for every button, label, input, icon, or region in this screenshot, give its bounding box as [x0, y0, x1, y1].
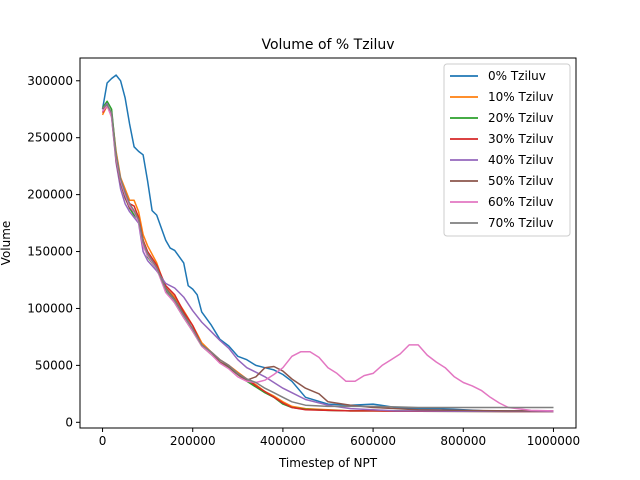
x-axis-label: Timestep of NPT [278, 456, 378, 470]
series-line-7 [102, 103, 554, 409]
series-line-5 [102, 105, 554, 412]
y-tick-label-2: 100000 [27, 301, 73, 315]
x-tick-label-3: 600000 [350, 434, 396, 448]
y-tick-label-1: 50000 [35, 358, 73, 372]
y-tick-label-6: 300000 [27, 74, 73, 88]
series-line-4 [101, 102, 554, 413]
x-tick-label-1: 200000 [170, 434, 216, 448]
x-tick-label-4: 800000 [440, 434, 486, 448]
legend-label-1: 10% Tziluv [488, 90, 554, 104]
legend-label-0: 0% Tziluv [488, 69, 546, 83]
chart-title: Volume of % Tziluv [261, 37, 394, 53]
x-tick-label-0: 0 [99, 434, 107, 448]
legend-label-2: 20% Tziluv [488, 111, 554, 125]
y-tick-label-3: 150000 [27, 245, 73, 259]
legend-label-5: 50% Tziluv [488, 174, 554, 188]
x-tick-label-2: 400000 [260, 434, 306, 448]
y-tick-label-5: 250000 [27, 131, 73, 145]
y-axis-label: Volume [0, 221, 13, 266]
legend-label-7: 70% Tziluv [488, 216, 554, 230]
x-tick-label-5: 1000000 [527, 434, 580, 448]
series-layer [101, 74, 554, 413]
y-tick-label-0: 0 [65, 415, 73, 429]
legend: 0% Tziluv 10% Tziluv 20% Tziluv 30% Tziluv 4… [443, 63, 571, 237]
y-axis: 0 50000 100000 150000 200000 250000 300000 [27, 74, 80, 429]
legend-label-3: 30% Tziluv [488, 132, 554, 146]
legend-box [443, 63, 571, 237]
legend-label-6: 60% Tziluv [488, 195, 554, 209]
x-axis: 0 200000 400000 600000 800000 1000000 [99, 428, 580, 448]
plot-frame [79, 57, 577, 429]
legend-label-4: 40% Tziluv [488, 153, 554, 167]
y-tick-label-4: 200000 [27, 188, 73, 202]
